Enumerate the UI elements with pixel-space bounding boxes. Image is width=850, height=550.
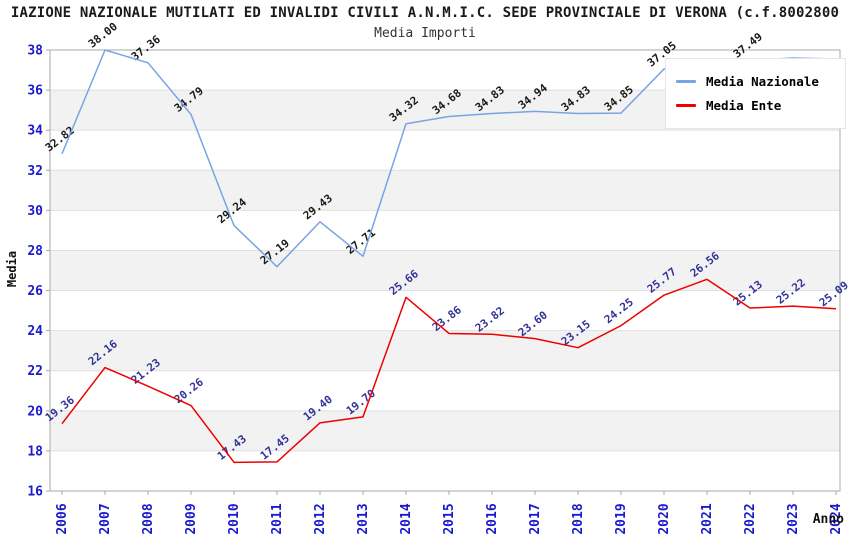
legend-box: Media Nazionale Media Ente <box>665 58 846 129</box>
x-tick-label: 2020 <box>657 503 672 534</box>
x-tick-label: 2012 <box>313 503 328 534</box>
grid-band <box>50 170 840 211</box>
x-tick-label: 2014 <box>399 503 414 534</box>
x-tick-label: 2019 <box>614 503 629 534</box>
x-tick-label: 2008 <box>141 503 156 534</box>
x-tick-label: 2007 <box>98 503 113 534</box>
plot-border <box>49 49 841 492</box>
legend-swatch-red-line-icon <box>676 104 696 107</box>
y-tick-label: 38 <box>27 44 43 59</box>
y-tick-label: 36 <box>27 84 43 99</box>
y-tick-label: 32 <box>27 164 43 179</box>
y-tick-label: 16 <box>27 485 43 500</box>
point-label: 24.25 <box>602 296 636 327</box>
legend-item-media-ente: Media Ente <box>676 98 845 113</box>
y-tick-label: 18 <box>27 444 43 459</box>
x-tick-label: 2009 <box>184 503 199 534</box>
x-tick-label: 2015 <box>442 503 457 534</box>
x-tick-label: 2013 <box>356 503 371 534</box>
x-tick-label: 2011 <box>270 503 285 534</box>
legend-swatch-blue-line-icon <box>676 80 696 83</box>
x-tick-label: 2006 <box>55 503 70 534</box>
legend-label: Media Ente <box>706 98 782 113</box>
y-axis-title: Media <box>5 250 19 288</box>
x-tick-label: 2018 <box>571 503 586 534</box>
y-tick-label: 22 <box>27 364 43 379</box>
legend-label: Media Nazionale <box>706 74 819 89</box>
chart-subtitle: Media Importi <box>374 26 476 41</box>
y-tick-label: 20 <box>27 404 43 419</box>
x-axis-title: Anno <box>812 512 844 527</box>
grid-band <box>50 410 840 451</box>
x-tick-label: 2021 <box>700 503 715 534</box>
x-tick-label: 2017 <box>528 503 543 534</box>
y-tick-label: 34 <box>27 124 43 139</box>
y-tick-label: 28 <box>27 244 43 259</box>
grid-band <box>50 330 840 371</box>
x-tick-label: 2022 <box>743 503 758 534</box>
chart-title: IAZIONE NAZIONALE MUTILATI ED INVALIDI C… <box>10 5 840 21</box>
point-label: 20.26 <box>172 375 206 406</box>
y-tick-label: 26 <box>27 284 43 299</box>
legend-item-media-nazionale: Media Nazionale <box>676 74 845 89</box>
point-label: 23.86 <box>430 303 464 334</box>
y-tick-label: 24 <box>27 324 43 339</box>
x-tick-label: 2010 <box>227 503 242 534</box>
x-tick-label: 2016 <box>485 503 500 534</box>
series-line <box>61 278 837 464</box>
grid-band <box>50 250 840 291</box>
x-tick-label: 2023 <box>786 503 801 534</box>
y-tick-label: 30 <box>27 204 43 219</box>
x-tick-label: 2024 <box>829 503 844 534</box>
